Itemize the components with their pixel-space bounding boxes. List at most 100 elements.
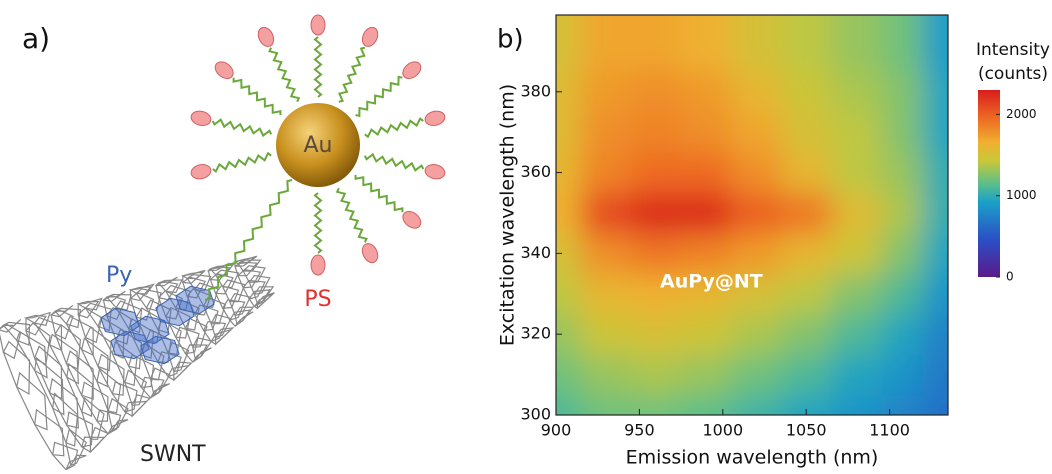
ligand-head [359, 25, 380, 49]
colorbar-title: Intensity [976, 40, 1050, 60]
y-tick-label: 360 [520, 162, 551, 181]
ligand-chain [339, 48, 365, 102]
x-tick-label: 1000 [702, 421, 743, 440]
tube-hexagon [50, 379, 79, 428]
heatmap-cell [581, 152, 632, 193]
heatmap-cell [781, 314, 832, 355]
heatmap-cell [881, 314, 923, 355]
heatmap-cell [831, 354, 882, 395]
ligand-chain [337, 188, 366, 242]
ligand-chain [234, 78, 281, 115]
ligand-chain [315, 193, 321, 253]
tube-hexagon [53, 394, 78, 446]
heatmap-cell [781, 0, 832, 72]
heatmap-cell [881, 72, 923, 113]
tube-hexagon [216, 328, 233, 344]
heatmap-cell [631, 233, 682, 274]
heatmap-cell [881, 233, 923, 274]
ligand-head [190, 163, 213, 181]
nanotube [0, 256, 274, 470]
ligand-head [311, 255, 325, 275]
ligand-chain [213, 120, 272, 136]
heatmap-cell [731, 152, 782, 193]
heatmap-cell [831, 72, 882, 113]
ligand-head [424, 163, 447, 181]
heatmap-cell [681, 193, 732, 234]
heatmap-cell [581, 274, 632, 315]
heatmap-cell [731, 193, 782, 234]
heatmap-cell [731, 314, 782, 355]
ligand-chain [356, 77, 403, 116]
heatmap-cell [681, 354, 732, 395]
heatmap-cell [581, 112, 632, 153]
heatmap-cell [581, 314, 632, 355]
heatmap-cell [781, 193, 832, 234]
heatmap-cell [781, 274, 832, 315]
heatmap-cell [681, 233, 732, 274]
heatmap-cell [831, 112, 882, 153]
heatmap-cell [681, 0, 732, 72]
heatmap-cell [631, 72, 682, 113]
heatmap-cell [631, 0, 682, 72]
colorbar [978, 90, 1000, 277]
heatmap-cell [631, 354, 682, 395]
heatmap-cell [631, 112, 682, 153]
heatmap [516, 0, 989, 456]
ligand-chain [356, 175, 403, 212]
heatmap-cell [731, 233, 782, 274]
ligand-head [255, 25, 276, 49]
heatmap-area [516, 0, 989, 456]
swnt-label: SWNT [140, 442, 206, 467]
heatmap-cell [831, 274, 882, 315]
y-tick-label: 380 [520, 81, 551, 100]
ligand-chain [270, 48, 299, 102]
heatmap-cell [681, 72, 732, 113]
tube-hexagon [257, 293, 274, 309]
x-tick-label: 1050 [786, 421, 827, 440]
heatmap-cell [831, 0, 882, 72]
heatmap-cell [781, 233, 832, 274]
heatmap-cell [681, 152, 732, 193]
heatmap-cell [923, 354, 989, 395]
heatmap-cell [831, 233, 882, 274]
heatmap-cell [881, 274, 923, 315]
y-tick-label: 300 [520, 405, 551, 424]
heatmap-cell [831, 314, 882, 355]
ps-label: PS [304, 287, 331, 312]
heatmap-cell [831, 193, 882, 234]
heatmap-cell [781, 112, 832, 153]
tube-hexagon [97, 369, 121, 413]
heatmap-cell [731, 354, 782, 395]
panel-label: a) [22, 22, 50, 55]
heatmap-cell [881, 354, 923, 395]
heatmap-cell [631, 314, 682, 355]
heatmap-cell [681, 314, 732, 355]
tube-hexagon [35, 358, 64, 415]
ligand-chain [365, 119, 424, 137]
heatmap-cell [581, 0, 632, 72]
heatmap-cell [731, 112, 782, 153]
colorbar-tick-label: 0 [1006, 270, 1014, 284]
heatmap-cell [631, 193, 682, 234]
heatmap-cell [581, 233, 632, 274]
heatmap-cell [881, 152, 923, 193]
tube-hexagon [66, 351, 93, 399]
colorbar-tick-label: 2000 [1006, 107, 1037, 121]
y-tick-label: 320 [520, 324, 551, 343]
ligand-chain [315, 37, 321, 97]
x-tick-label: 1100 [869, 421, 910, 440]
heatmap-cell [923, 314, 989, 355]
figure: Au a) Py PS SWNT b) AuPy@NT Emission wav… [0, 0, 1052, 470]
ligand-head [311, 15, 325, 35]
colorbar-title: (counts) [978, 64, 1048, 84]
ligand-head [400, 58, 424, 81]
y-tick-label: 340 [520, 243, 551, 262]
tube-hexagon [17, 332, 47, 378]
tube-hexagon [82, 338, 108, 386]
ligand-head [190, 109, 213, 127]
heatmap-cell [881, 193, 923, 234]
heatmap-cell [631, 152, 682, 193]
tube-hexagon [35, 410, 64, 456]
tube-hexagon [53, 442, 78, 469]
panel-label: b) [497, 25, 524, 55]
